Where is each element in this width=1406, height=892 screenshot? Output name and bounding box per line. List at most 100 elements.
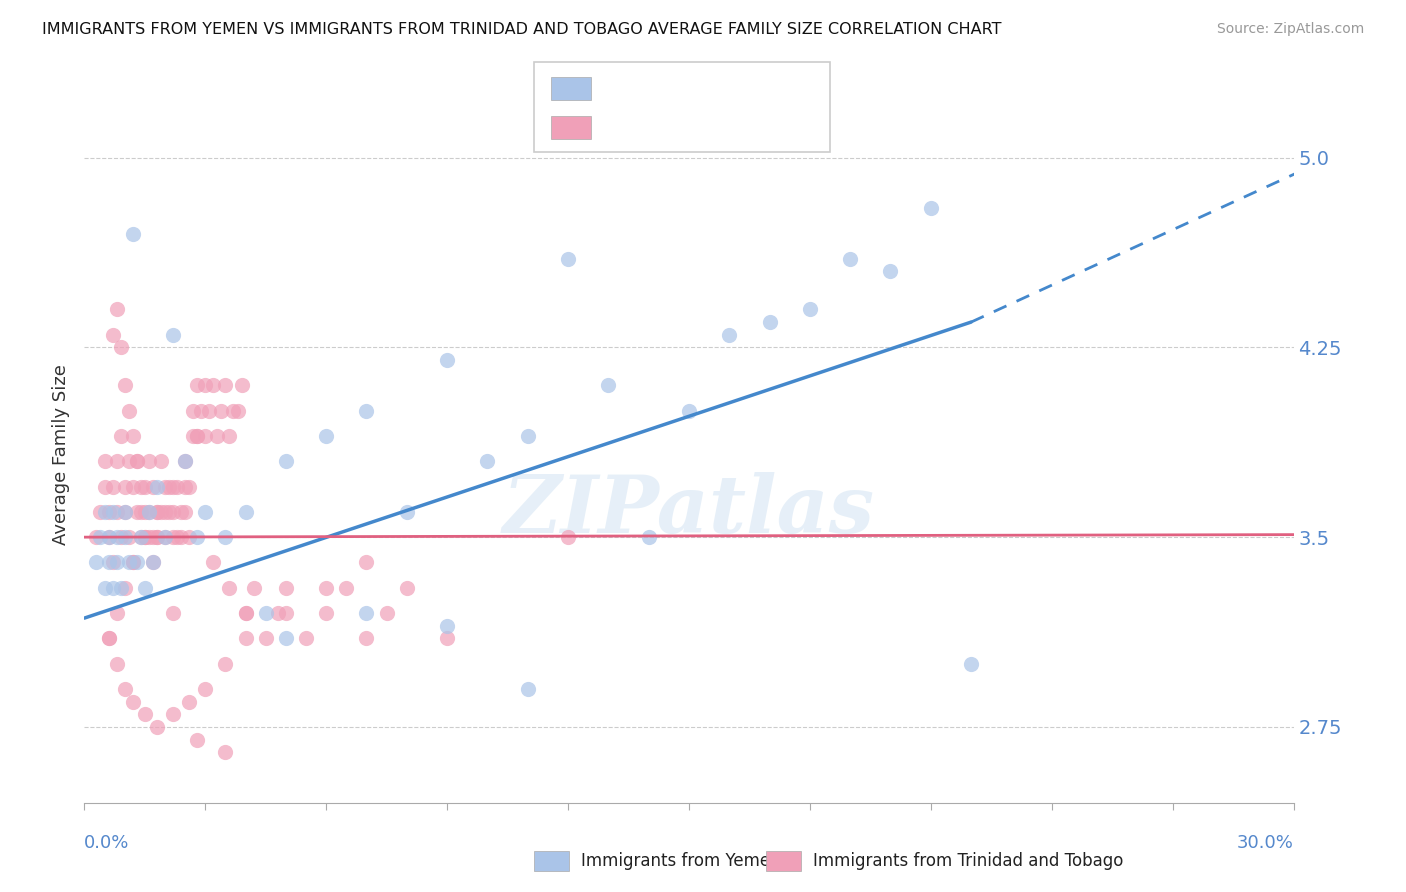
Point	[214, 657, 236, 671]
Point	[678, 403, 700, 417]
Point	[146, 505, 169, 519]
Point	[214, 745, 236, 759]
Point	[170, 530, 193, 544]
Point	[125, 454, 148, 468]
Point	[138, 454, 160, 468]
Text: ZIPatlas: ZIPatlas	[503, 472, 875, 549]
Point	[146, 505, 169, 519]
Point	[97, 530, 120, 544]
Point	[557, 530, 579, 544]
Point	[134, 530, 156, 544]
Point	[105, 530, 128, 544]
Point	[138, 530, 160, 544]
Point	[186, 530, 208, 544]
Point	[356, 556, 378, 570]
Point	[179, 530, 201, 544]
Text: R = 0.008  N = 114: R = 0.008 N = 114	[602, 119, 793, 136]
Point	[194, 429, 217, 443]
Point	[142, 530, 165, 544]
Point	[105, 606, 128, 620]
Point	[118, 530, 141, 544]
Text: 30.0%: 30.0%	[1237, 834, 1294, 852]
Point	[186, 429, 208, 443]
Point	[218, 581, 240, 595]
Point	[134, 530, 156, 544]
Point	[356, 606, 378, 620]
Point	[335, 581, 357, 595]
Point	[110, 429, 132, 443]
Point	[121, 556, 143, 570]
Point	[254, 632, 277, 646]
Point	[194, 681, 217, 696]
Point	[274, 581, 297, 595]
Point	[93, 479, 115, 493]
Point	[138, 505, 160, 519]
Point	[118, 454, 141, 468]
Point	[134, 505, 156, 519]
Point	[93, 505, 115, 519]
Point	[142, 556, 165, 570]
Point	[395, 581, 418, 595]
Point	[118, 403, 141, 417]
Point	[267, 606, 290, 620]
Point	[162, 479, 184, 493]
Point	[125, 505, 148, 519]
Point	[86, 530, 108, 544]
Point	[436, 353, 458, 368]
Point	[105, 556, 128, 570]
Point	[375, 606, 398, 620]
Point	[166, 479, 188, 493]
Point	[93, 581, 115, 595]
Point	[129, 530, 152, 544]
Text: IMMIGRANTS FROM YEMEN VS IMMIGRANTS FROM TRINIDAD AND TOBAGO AVERAGE FAMILY SIZE: IMMIGRANTS FROM YEMEN VS IMMIGRANTS FROM…	[42, 22, 1001, 37]
Point	[436, 618, 458, 632]
Point	[356, 632, 378, 646]
Point	[97, 505, 120, 519]
Point	[186, 732, 208, 747]
Point	[138, 505, 160, 519]
Point	[799, 302, 821, 317]
Point	[202, 378, 225, 392]
Point	[101, 327, 124, 342]
Point	[254, 606, 277, 620]
Point	[114, 505, 136, 519]
Point	[114, 479, 136, 493]
Y-axis label: Average Family Size: Average Family Size	[52, 365, 70, 545]
Point	[242, 581, 264, 595]
Point	[839, 252, 862, 266]
Point	[274, 454, 297, 468]
Point	[121, 227, 143, 241]
Point	[758, 315, 780, 329]
Point	[157, 479, 180, 493]
Point	[179, 695, 201, 709]
Point	[97, 632, 120, 646]
Point	[436, 632, 458, 646]
Point	[194, 505, 217, 519]
Point	[598, 378, 620, 392]
Point	[356, 403, 378, 417]
Point	[194, 378, 217, 392]
Point	[114, 378, 136, 392]
Point	[121, 479, 143, 493]
Point	[121, 695, 143, 709]
Text: Source: ZipAtlas.com: Source: ZipAtlas.com	[1216, 22, 1364, 37]
Point	[129, 479, 152, 493]
Point	[134, 479, 156, 493]
Point	[202, 556, 225, 570]
Point	[153, 530, 176, 544]
Point	[295, 632, 318, 646]
Point	[153, 505, 176, 519]
Point	[920, 201, 942, 215]
Point	[89, 530, 111, 544]
Point	[637, 530, 659, 544]
Point	[174, 479, 197, 493]
Point	[142, 556, 165, 570]
Point	[97, 556, 120, 570]
Point	[186, 429, 208, 443]
Point	[129, 505, 152, 519]
Point	[114, 681, 136, 696]
Point	[134, 707, 156, 722]
Point	[146, 530, 169, 544]
Point	[105, 657, 128, 671]
Point	[516, 681, 538, 696]
